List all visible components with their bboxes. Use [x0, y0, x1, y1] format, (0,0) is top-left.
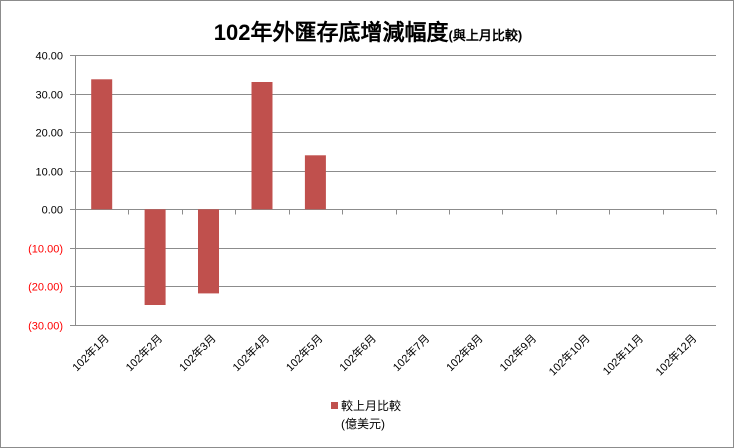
legend-unit: (億美元) [341, 417, 385, 431]
x-tick-label: 102年10月 [546, 331, 593, 378]
y-tick-label: 30.00 [35, 90, 63, 102]
chart-title: 102年外匯存底增減幅度(與上月比較) [1, 15, 734, 47]
bar [304, 155, 326, 210]
chart-title-main: 102年外匯存底增減幅度 [213, 20, 449, 45]
x-tick-label: 102年7月 [390, 331, 433, 374]
x-tick-label: 102年6月 [336, 331, 379, 374]
legend-swatch [331, 402, 338, 409]
bar [144, 209, 166, 305]
bar [198, 209, 219, 294]
x-tick-label: 102年9月 [496, 331, 539, 374]
y-tick-label: 0.00 [42, 205, 63, 217]
y-tick-label: (10.00) [28, 244, 63, 256]
y-tick-label: 20.00 [35, 128, 63, 140]
legend-label: 較上月比較 [341, 398, 401, 413]
y-tick-label: 40.00 [35, 51, 63, 63]
x-tick-label: 102年5月 [283, 331, 326, 374]
x-tick-label: 102年12月 [652, 331, 699, 378]
x-tick-label: 102年1月 [69, 331, 112, 374]
x-tick-label: 102年4月 [229, 331, 272, 374]
y-tick-label: (20.00) [28, 282, 63, 294]
y-tick-label: 10.00 [35, 167, 63, 179]
x-tick-label: 102年2月 [122, 331, 165, 374]
x-tick-label: 102年11月 [600, 331, 647, 378]
y-tick-label: (30.00) [28, 321, 63, 333]
x-tick-label: 102年8月 [443, 331, 486, 374]
chart-title-suffix: (與上月比較) [448, 28, 523, 43]
bar [91, 79, 113, 210]
bar [251, 82, 273, 210]
x-tick-label: 102年3月 [176, 331, 219, 374]
